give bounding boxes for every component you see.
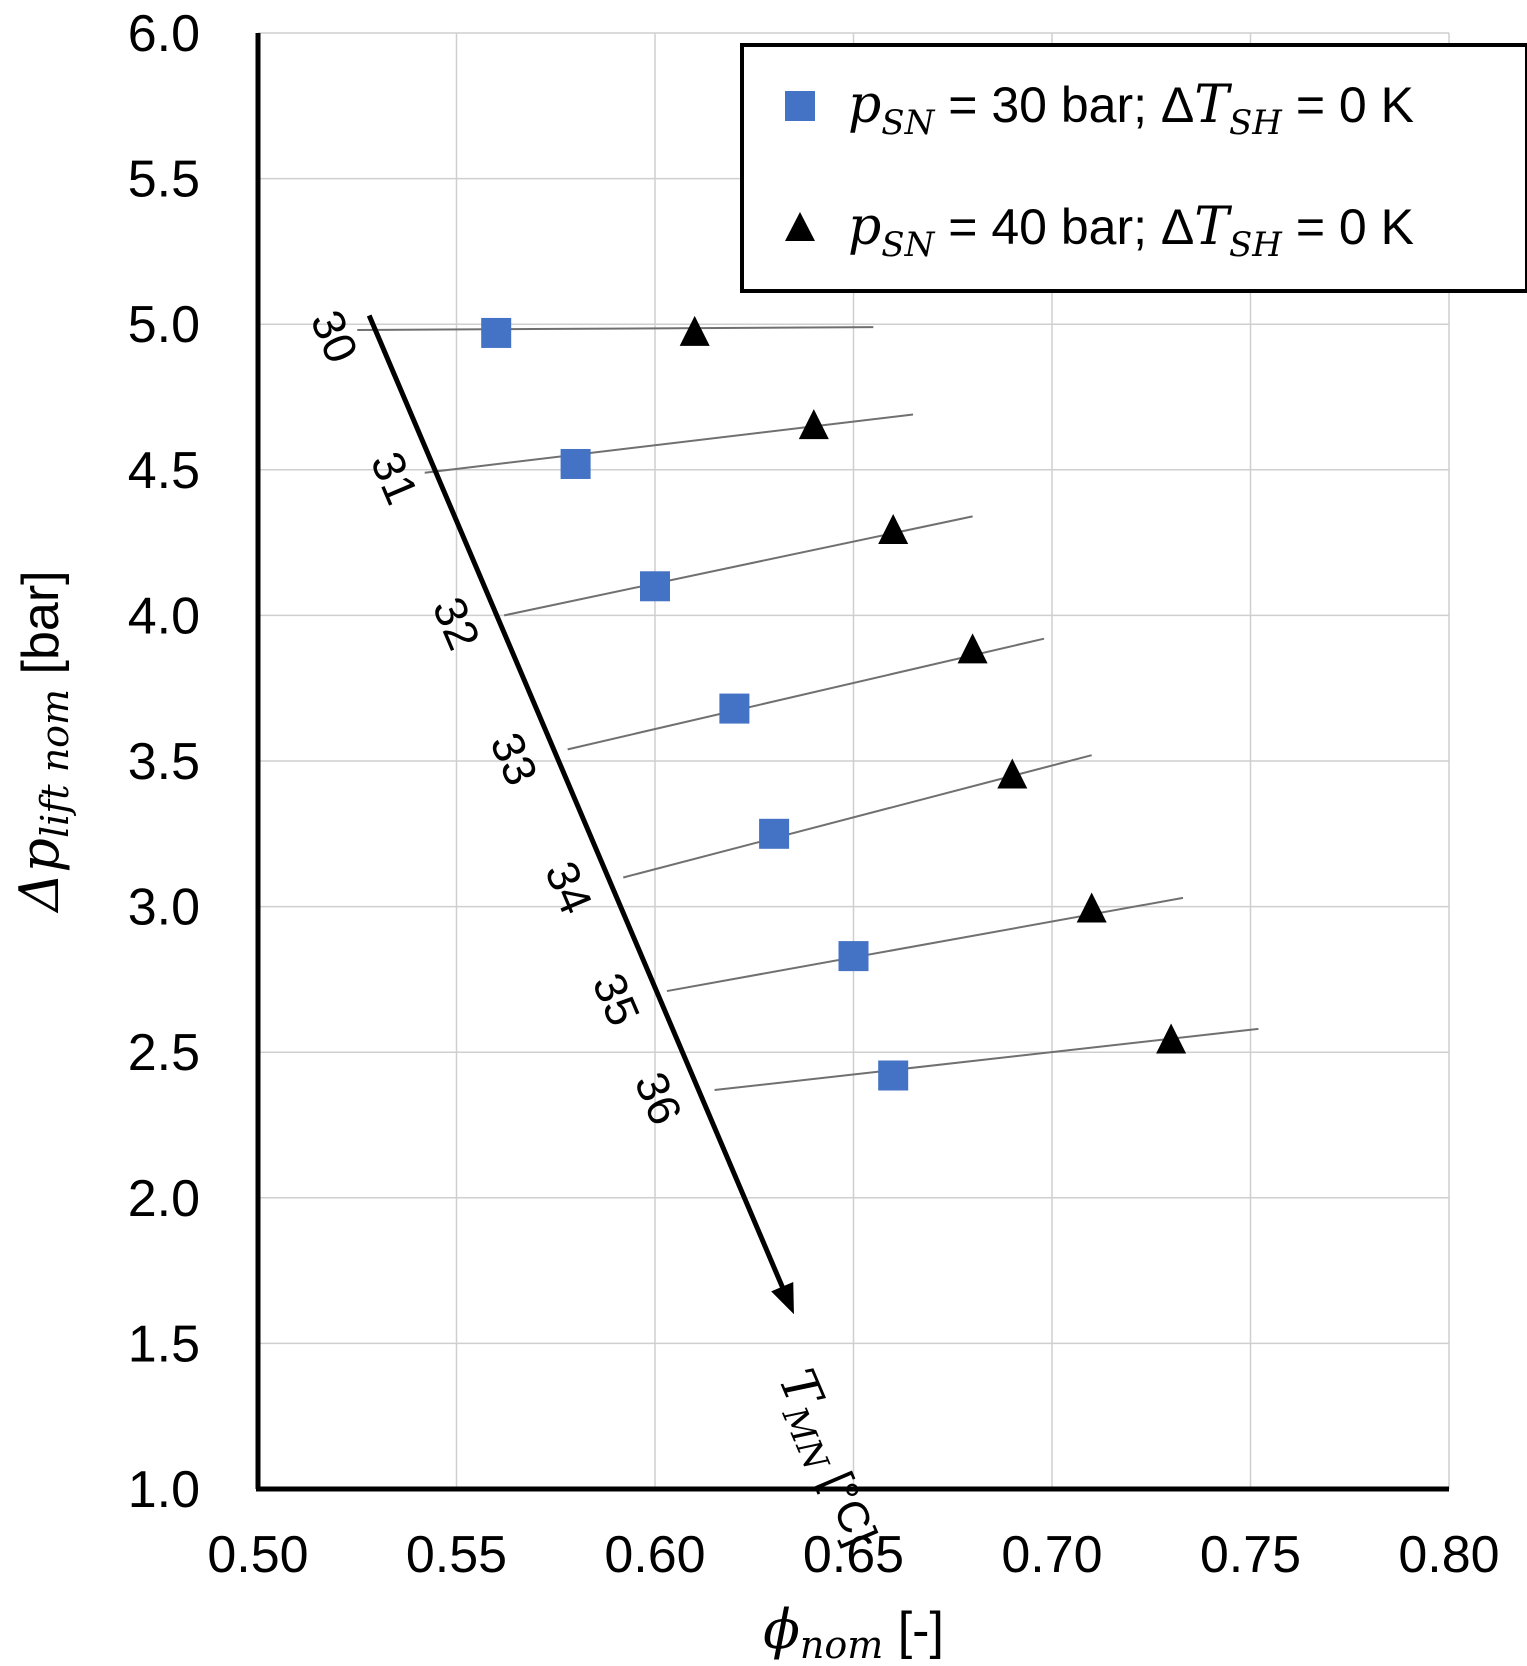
- tick-labels: 0.50 0.55 0.60 0.65 0.70 0.75 0.80 1.0 1.5 2.0 2.5…: [128, 5, 1500, 1584]
- data-point-triangle: [1156, 1023, 1187, 1054]
- axis-titles: ϕnom [-] Δplift nom [bar]: [8, 570, 944, 1666]
- x-tick-label: 0.80: [1398, 1526, 1499, 1584]
- data-point-triangle: [878, 513, 909, 544]
- x-tick-label: 0.65: [803, 1526, 904, 1584]
- data-point-square: [719, 693, 750, 724]
- y-tick-label: 4.0: [128, 587, 200, 645]
- y-tick-label: 1.5: [128, 1315, 200, 1373]
- legend-mid: = 30 bar; Δ: [934, 77, 1194, 133]
- x-axis-subscript: nom: [800, 1623, 883, 1666]
- iso-line: [357, 326, 874, 332]
- legend-label: pSN = 30 bar; ΔTSH = 0 K: [848, 75, 1414, 143]
- arrow-head: [771, 1281, 794, 1315]
- y-tick-label: 5.5: [128, 151, 200, 209]
- legend-end: = 0 K: [1282, 77, 1414, 133]
- arrow-shaft: [366, 314, 787, 1294]
- y-tick-label: 3.0: [128, 879, 200, 937]
- data-point-triangle: [997, 758, 1028, 789]
- legend-t-sub: SH: [1229, 103, 1283, 143]
- y-tick-label: 4.5: [128, 442, 200, 500]
- y-tick-label: 5.0: [128, 296, 200, 354]
- y-axis-unit: [bar]: [12, 570, 70, 689]
- y-axis-symbol: Δp: [8, 838, 71, 914]
- data-point-square: [878, 1060, 909, 1091]
- axes: [255, 33, 1449, 1492]
- y-tick-label: 6.0: [128, 5, 200, 63]
- legend-end: = 0 K: [1282, 199, 1414, 255]
- x-tick-label: 0.70: [1001, 1526, 1102, 1584]
- y-axis-subscript: lift nom: [33, 689, 77, 838]
- legend-p: p: [848, 75, 881, 135]
- x-axis-unit: [-]: [883, 1602, 944, 1660]
- x-tick-label: 0.60: [604, 1526, 705, 1584]
- legend-box: [740, 43, 1527, 293]
- data-point-triangle: [798, 409, 829, 440]
- data-point-square: [838, 941, 869, 972]
- data-point-square: [759, 818, 790, 849]
- legend-mid: = 40 bar; Δ: [934, 199, 1194, 255]
- data-point-square: [481, 317, 512, 348]
- legend-p: p: [848, 197, 881, 257]
- data-series: [481, 315, 1187, 1091]
- data-point-triangle: [679, 315, 710, 346]
- y-tick-label: 1.0: [128, 1461, 200, 1519]
- legend-p-sub: SN: [881, 103, 935, 143]
- y-tick-label: 2.0: [128, 1170, 200, 1228]
- iso-line: [424, 413, 914, 474]
- x-axis-symbol: ϕ: [763, 1598, 800, 1661]
- data-point-triangle: [957, 633, 988, 664]
- legend-label: pSN = 40 bar; ΔTSH = 0 K: [848, 197, 1414, 265]
- legend-t: T: [1194, 75, 1232, 135]
- data-point-triangle: [1076, 892, 1107, 923]
- y-tick-label: 3.5: [128, 733, 200, 791]
- legend-triangle-icon: [785, 212, 815, 241]
- legend-square-icon: [785, 91, 815, 121]
- data-point-square: [640, 571, 670, 602]
- x-axis-title: ϕnom [-]: [763, 1598, 944, 1666]
- data-point-square: [560, 448, 591, 479]
- x-tick-label: 0.50: [207, 1526, 308, 1584]
- legend-t-sub: SH: [1229, 225, 1283, 265]
- legend-p-sub: SN: [881, 225, 935, 265]
- x-tick-label: 0.55: [406, 1526, 507, 1584]
- legend-t: T: [1194, 197, 1232, 257]
- y-tick-label: 2.5: [128, 1024, 200, 1082]
- x-tick-label: 0.75: [1200, 1526, 1301, 1584]
- y-axis-title: Δplift nom [bar]: [8, 570, 77, 913]
